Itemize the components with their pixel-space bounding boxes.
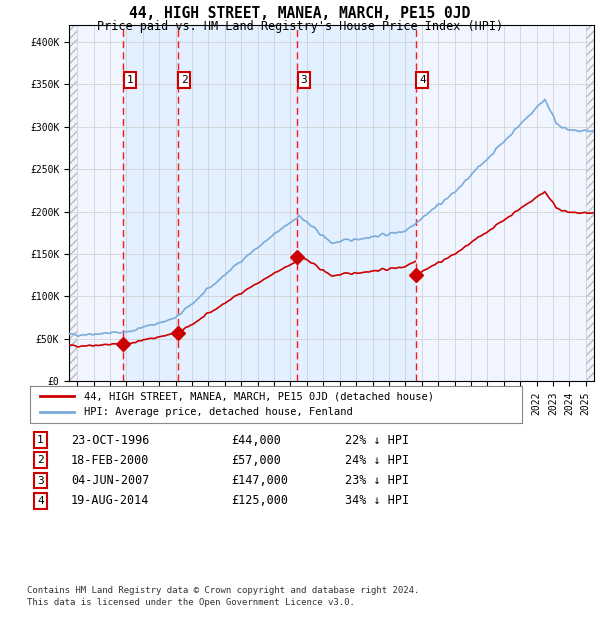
Text: 23-OCT-1996: 23-OCT-1996: [71, 434, 149, 446]
Text: This data is licensed under the Open Government Licence v3.0.: This data is licensed under the Open Gov…: [27, 598, 355, 607]
Text: Price paid vs. HM Land Registry's House Price Index (HPI): Price paid vs. HM Land Registry's House …: [97, 20, 503, 33]
Text: £44,000: £44,000: [231, 434, 281, 446]
Text: £147,000: £147,000: [231, 474, 288, 487]
Bar: [124, 25, 178, 381]
Text: 4: 4: [419, 75, 425, 85]
Text: 1: 1: [127, 75, 133, 85]
Text: HPI: Average price, detached house, Fenland: HPI: Average price, detached house, Fenl…: [84, 407, 353, 417]
Text: 19-AUG-2014: 19-AUG-2014: [71, 495, 149, 507]
Bar: [178, 25, 298, 381]
Text: 22% ↓ HPI: 22% ↓ HPI: [345, 434, 409, 446]
Text: 2: 2: [181, 75, 188, 85]
Text: Contains HM Land Registry data © Crown copyright and database right 2024.: Contains HM Land Registry data © Crown c…: [27, 586, 419, 595]
Text: 3: 3: [301, 75, 307, 85]
Text: 1: 1: [37, 435, 44, 445]
Text: 23% ↓ HPI: 23% ↓ HPI: [345, 474, 409, 487]
Text: 3: 3: [37, 476, 44, 485]
Text: 44, HIGH STREET, MANEA, MARCH, PE15 0JD: 44, HIGH STREET, MANEA, MARCH, PE15 0JD: [130, 6, 470, 21]
Text: £125,000: £125,000: [231, 495, 288, 507]
Text: 18-FEB-2000: 18-FEB-2000: [71, 454, 149, 466]
Text: 4: 4: [37, 496, 44, 506]
Text: 24% ↓ HPI: 24% ↓ HPI: [345, 454, 409, 466]
Text: 34% ↓ HPI: 34% ↓ HPI: [345, 495, 409, 507]
Bar: [298, 25, 416, 381]
Text: 44, HIGH STREET, MANEA, MARCH, PE15 0JD (detached house): 44, HIGH STREET, MANEA, MARCH, PE15 0JD …: [84, 391, 434, 401]
Text: 2: 2: [37, 455, 44, 465]
Text: £57,000: £57,000: [231, 454, 281, 466]
Text: 04-JUN-2007: 04-JUN-2007: [71, 474, 149, 487]
